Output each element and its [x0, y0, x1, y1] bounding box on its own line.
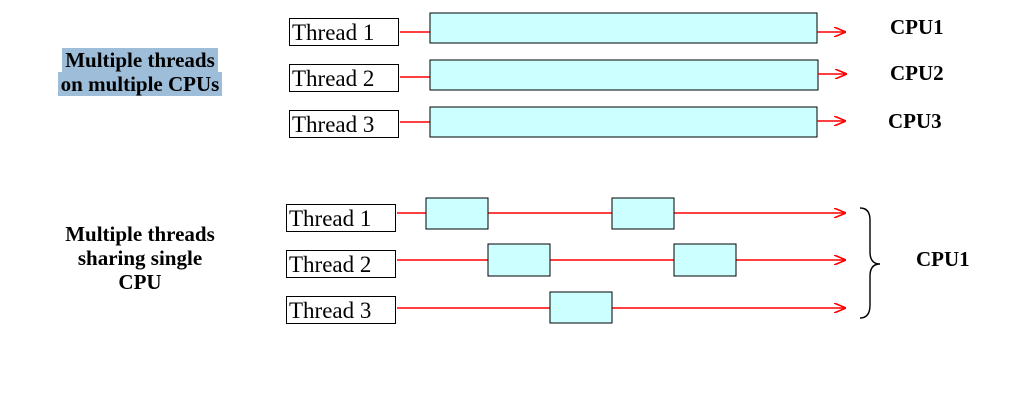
- top-thread-1-label: Thread 1: [289, 18, 399, 46]
- bottom-thread-2-timeline: [397, 243, 845, 277]
- bottom-thread-2-slice-1: [487, 243, 551, 277]
- single-cpu-title-line-1: Multiple threads: [65, 222, 215, 246]
- top-thread-1-timeline: [400, 12, 845, 44]
- bottom-thread-2-slice-2: [673, 243, 737, 277]
- bottom-thread-1-label: Thread 1: [286, 204, 396, 232]
- top-thread-2-execution-block: [429, 59, 819, 91]
- single-cpu-title-line-2: sharing single: [77, 246, 203, 270]
- top-thread-3-label: Thread 3: [289, 110, 399, 138]
- bottom-thread-1-timeline: [397, 197, 845, 230]
- top-cpu-2-label: CPU2: [890, 61, 944, 85]
- multi-cpu-title-line-2: on multiple CPUs: [57, 72, 223, 96]
- bottom-thread-1-slice-2: [611, 197, 675, 230]
- bottom-thread-1-slice-1: [425, 197, 489, 230]
- top-thread-2-label: Thread 2: [289, 64, 399, 92]
- grouping-brace: [859, 207, 881, 319]
- single-cpu-title: Multiple threads sharing single CPU: [40, 222, 240, 294]
- multi-cpu-title: Multiple threads on multiple CPUs: [42, 48, 238, 96]
- bottom-thread-3-slice-1: [549, 291, 613, 324]
- top-thread-3-timeline: [400, 106, 845, 138]
- single-cpu-title-line-3: CPU: [118, 270, 162, 294]
- multi-cpu-title-line-1: Multiple threads: [62, 48, 218, 72]
- bottom-thread-3-timeline: [397, 291, 845, 324]
- bottom-thread-2-label: Thread 2: [286, 250, 396, 278]
- bottom-thread-3-label: Thread 3: [286, 296, 396, 324]
- top-thread-3-execution-block: [429, 106, 818, 138]
- top-thread-1-execution-block: [429, 12, 818, 44]
- top-cpu-1-label: CPU1: [890, 15, 944, 39]
- top-thread-2-timeline: [400, 59, 846, 91]
- shared-cpu-label: CPU1: [916, 247, 970, 271]
- top-cpu-3-label: CPU3: [888, 109, 942, 133]
